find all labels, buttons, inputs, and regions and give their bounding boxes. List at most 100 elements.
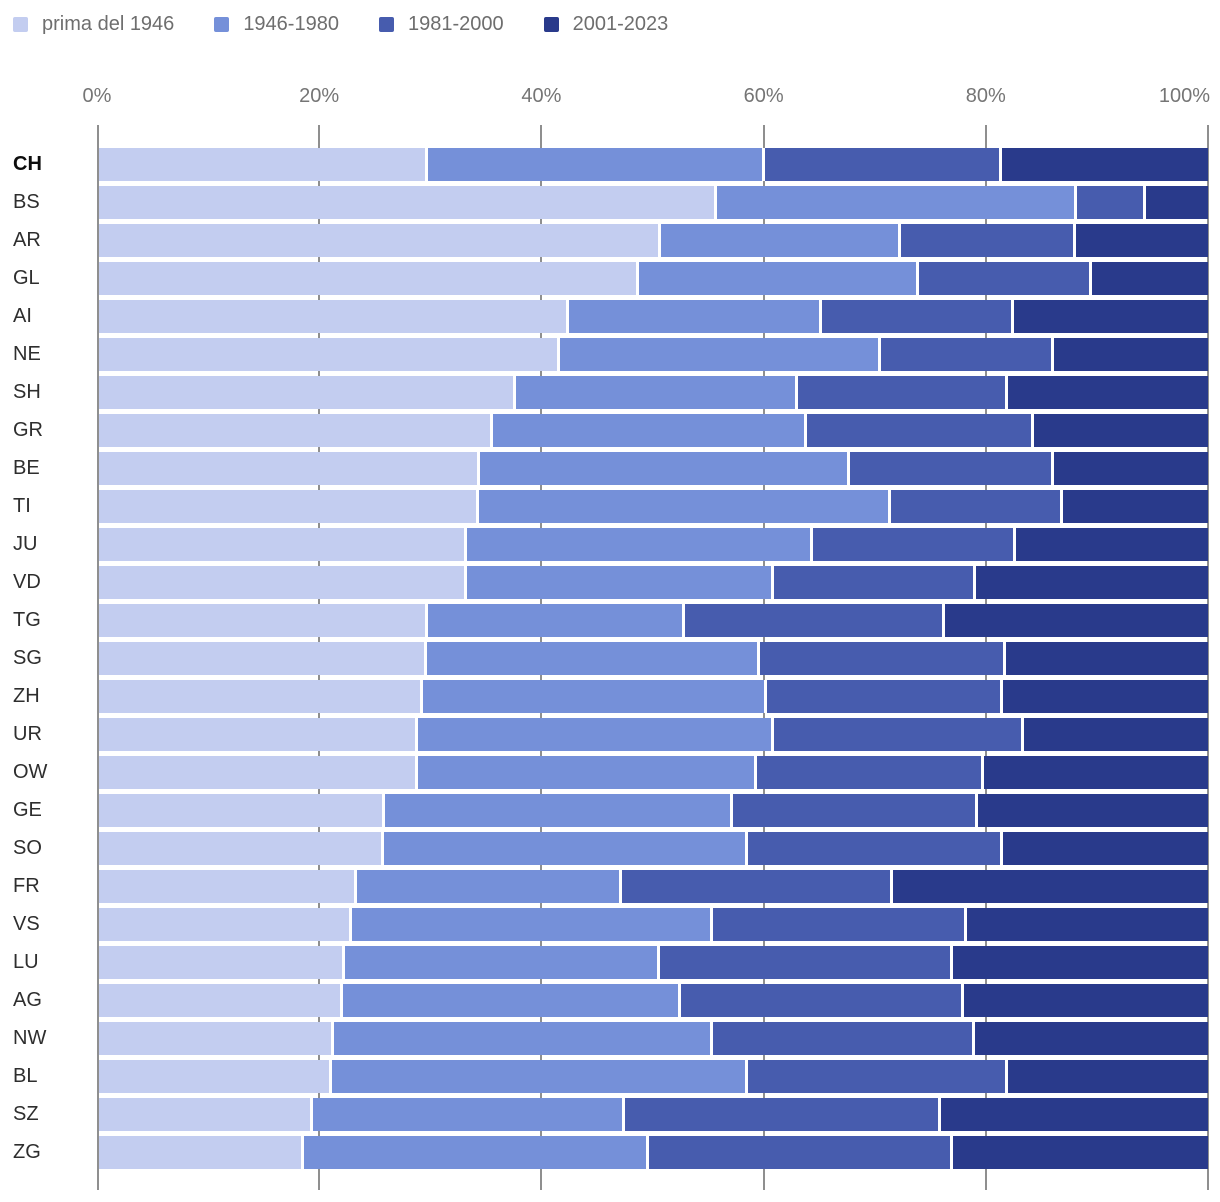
bar-segment-2001-2023[interactable]: [1053, 452, 1208, 485]
bar-segment-prima-del-1946[interactable]: [99, 1060, 332, 1093]
bar-segment-1946-1980[interactable]: [342, 984, 682, 1017]
legend-item-4[interactable]: 2001-2023: [543, 13, 668, 36]
bar-segment-1981-2000[interactable]: [813, 528, 1017, 561]
bar-segment-1981-2000[interactable]: [747, 832, 1003, 865]
bar-segment-1981-2000[interactable]: [890, 490, 1063, 523]
bar-segment-2001-2023[interactable]: [1013, 300, 1208, 333]
bar-segment-1981-2000[interactable]: [756, 756, 984, 789]
bar-segment-2001-2023[interactable]: [1145, 186, 1208, 219]
bar-segment-1946-1980[interactable]: [334, 1022, 714, 1055]
bar-segment-2001-2023[interactable]: [1001, 148, 1208, 181]
bar-segment-prima-del-1946[interactable]: [99, 186, 717, 219]
bar-segment-prima-del-1946[interactable]: [99, 604, 429, 637]
bar-segment-1981-2000[interactable]: [622, 870, 894, 903]
bar-segment-1946-1980[interactable]: [418, 756, 757, 789]
bar-segment-2001-2023[interactable]: [1033, 414, 1208, 447]
bar-segment-1946-1980[interactable]: [661, 224, 901, 257]
bar-segment-2001-2023[interactable]: [940, 1098, 1208, 1131]
bar-segment-prima-del-1946[interactable]: [99, 642, 428, 675]
bar-segment-1946-1980[interactable]: [716, 186, 1078, 219]
bar-segment-1981-2000[interactable]: [774, 718, 1024, 751]
bar-segment-prima-del-1946[interactable]: [99, 870, 358, 903]
bar-segment-1981-2000[interactable]: [733, 794, 979, 827]
bar-segment-1946-1980[interactable]: [357, 870, 623, 903]
bar-segment-2001-2023[interactable]: [1053, 338, 1208, 371]
bar-segment-1946-1980[interactable]: [418, 718, 775, 751]
bar-segment-prima-del-1946[interactable]: [99, 338, 561, 371]
bar-segment-1946-1980[interactable]: [313, 1098, 625, 1131]
bar-segment-2001-2023[interactable]: [963, 984, 1208, 1017]
bar-segment-1981-2000[interactable]: [797, 376, 1009, 409]
bar-segment-2001-2023[interactable]: [1076, 224, 1208, 257]
bar-segment-2001-2023[interactable]: [1016, 528, 1208, 561]
bar-segment-1946-1980[interactable]: [569, 300, 823, 333]
bar-segment-prima-del-1946[interactable]: [99, 452, 481, 485]
bar-segment-2001-2023[interactable]: [1091, 262, 1208, 295]
bar-segment-1981-2000[interactable]: [918, 262, 1092, 295]
bar-segment-1946-1980[interactable]: [427, 642, 760, 675]
bar-segment-prima-del-1946[interactable]: [99, 566, 468, 599]
bar-segment-prima-del-1946[interactable]: [99, 300, 570, 333]
bar-segment-1981-2000[interactable]: [765, 148, 1002, 181]
bar-segment-1981-2000[interactable]: [774, 566, 977, 599]
bar-segment-1946-1980[interactable]: [492, 414, 807, 447]
bar-segment-1981-2000[interactable]: [849, 452, 1054, 485]
bar-segment-prima-del-1946[interactable]: [99, 794, 386, 827]
bar-segment-prima-del-1946[interactable]: [99, 528, 468, 561]
bar-segment-1981-2000[interactable]: [624, 1098, 941, 1131]
bar-segment-1946-1980[interactable]: [560, 338, 881, 371]
bar-segment-1981-2000[interactable]: [660, 946, 953, 979]
bar-segment-1981-2000[interactable]: [880, 338, 1054, 371]
bar-segment-1946-1980[interactable]: [351, 908, 714, 941]
bar-segment-2001-2023[interactable]: [893, 870, 1208, 903]
bar-segment-1981-2000[interactable]: [747, 1060, 1009, 1093]
bar-segment-1946-1980[interactable]: [479, 490, 891, 523]
bar-segment-1946-1980[interactable]: [467, 528, 814, 561]
bar-segment-prima-del-1946[interactable]: [99, 680, 423, 713]
bar-segment-1946-1980[interactable]: [467, 566, 775, 599]
bar-segment-2001-2023[interactable]: [1008, 1060, 1208, 1093]
bar-segment-1946-1980[interactable]: [304, 1136, 650, 1169]
bar-segment-1946-1980[interactable]: [384, 832, 748, 865]
bar-segment-2001-2023[interactable]: [945, 604, 1208, 637]
bar-segment-1981-2000[interactable]: [759, 642, 1007, 675]
bar-segment-1981-2000[interactable]: [900, 224, 1076, 257]
bar-segment-prima-del-1946[interactable]: [99, 1098, 314, 1131]
bar-segment-prima-del-1946[interactable]: [99, 414, 493, 447]
bar-segment-2001-2023[interactable]: [1023, 718, 1208, 751]
bar-segment-1946-1980[interactable]: [428, 604, 685, 637]
bar-segment-prima-del-1946[interactable]: [99, 1136, 305, 1169]
legend-item-1[interactable]: prima del 1946: [13, 13, 174, 36]
bar-segment-1946-1980[interactable]: [428, 148, 766, 181]
bar-segment-prima-del-1946[interactable]: [99, 908, 352, 941]
bar-segment-2001-2023[interactable]: [978, 794, 1208, 827]
bar-segment-2001-2023[interactable]: [1002, 832, 1208, 865]
bar-segment-prima-del-1946[interactable]: [99, 224, 662, 257]
bar-segment-prima-del-1946[interactable]: [99, 718, 419, 751]
bar-segment-1946-1980[interactable]: [480, 452, 850, 485]
bar-segment-1981-2000[interactable]: [713, 1022, 976, 1055]
bar-segment-1981-2000[interactable]: [713, 908, 968, 941]
bar-segment-1981-2000[interactable]: [766, 680, 1003, 713]
bar-segment-1946-1980[interactable]: [515, 376, 798, 409]
bar-segment-2001-2023[interactable]: [952, 1136, 1208, 1169]
bar-segment-prima-del-1946[interactable]: [99, 756, 419, 789]
bar-segment-1946-1980[interactable]: [639, 262, 919, 295]
bar-segment-2001-2023[interactable]: [967, 908, 1208, 941]
bar-segment-prima-del-1946[interactable]: [99, 832, 384, 865]
bar-segment-prima-del-1946[interactable]: [99, 262, 640, 295]
bar-segment-1981-2000[interactable]: [1077, 186, 1146, 219]
legend-item-2[interactable]: 1946-1980: [214, 13, 339, 36]
bar-segment-2001-2023[interactable]: [1006, 642, 1208, 675]
bar-segment-prima-del-1946[interactable]: [99, 984, 343, 1017]
bar-segment-2001-2023[interactable]: [952, 946, 1208, 979]
bar-segment-1946-1980[interactable]: [331, 1060, 748, 1093]
bar-segment-2001-2023[interactable]: [975, 1022, 1208, 1055]
bar-segment-1946-1980[interactable]: [345, 946, 661, 979]
bar-segment-1946-1980[interactable]: [422, 680, 767, 713]
bar-segment-prima-del-1946[interactable]: [99, 1022, 335, 1055]
bar-segment-1981-2000[interactable]: [806, 414, 1034, 447]
bar-segment-prima-del-1946[interactable]: [99, 946, 346, 979]
legend-item-3[interactable]: 1981-2000: [378, 13, 504, 36]
bar-segment-1981-2000[interactable]: [681, 984, 964, 1017]
